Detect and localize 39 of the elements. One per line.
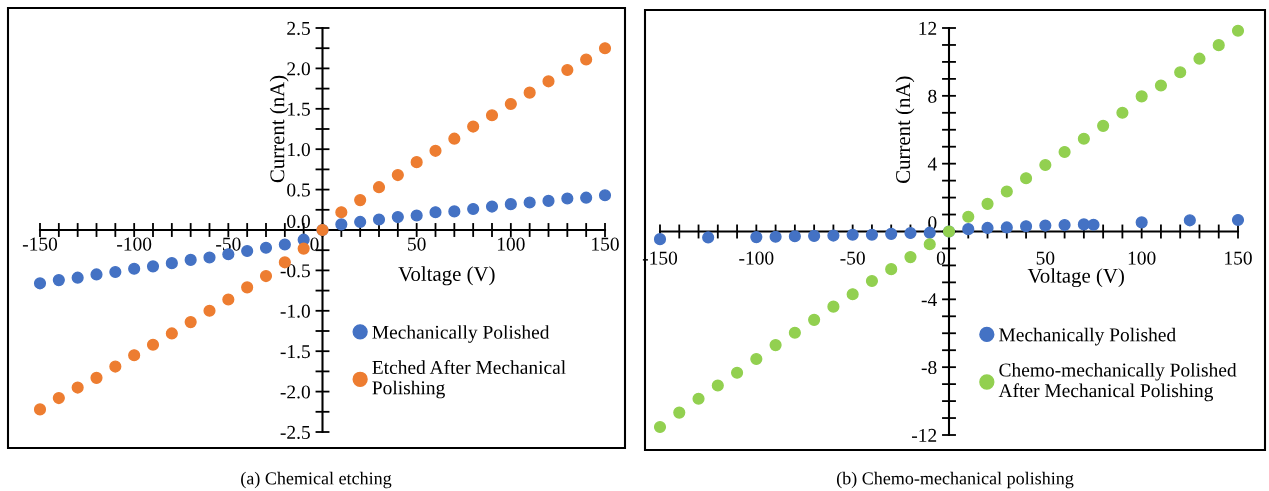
legend-label: Etched After Mechanical Polishing	[372, 360, 566, 399]
y-axis-title: Current (nA)	[895, 76, 915, 183]
y-tick-label: -8	[921, 360, 937, 375]
text: (b) Chemo-mechanical polishing	[836, 471, 1074, 489]
x-tick-label: -150	[22, 237, 58, 251]
x-tick-label: 100	[497, 237, 525, 251]
x-axis-title: Voltage (V)	[1027, 268, 1124, 288]
y-tick-label: -0.5	[280, 264, 310, 278]
x-tick-label: -50	[216, 237, 241, 251]
y-tick-label: 0.0	[287, 214, 310, 229]
legend-label: Mechanically Polished	[372, 325, 550, 343]
y-tick-label: 12	[919, 21, 937, 35]
legend-label: Chemo-mechanically Polished After Mechanical Polishing	[998, 362, 1237, 402]
y-tick-label: 1.0	[288, 143, 310, 157]
y-tick-label: -1.0	[280, 304, 310, 318]
y-axis-title: Current (nA)	[269, 75, 289, 183]
x-tick-label: 50	[1036, 251, 1055, 265]
y-tick-label: -2.5	[280, 425, 310, 440]
y-tick-label: 8	[928, 89, 937, 103]
x-tick-label: -100	[117, 237, 152, 251]
x-tick-label: -50	[840, 251, 865, 265]
y-tick-label: -1.5	[280, 345, 310, 359]
y-tick-label: -2.0	[280, 385, 310, 399]
x-tick-label: -100	[739, 251, 774, 265]
y-tick-label: 1.5	[288, 102, 310, 116]
x-tick-label: 150	[1225, 251, 1252, 265]
legend-label: Mechanically Polished	[999, 327, 1176, 346]
x-tick-label: 50	[408, 237, 426, 251]
y-tick-label: 4	[927, 157, 937, 171]
x-tick-label: 0	[310, 237, 319, 251]
y-tick-label: -12	[912, 428, 937, 442]
text: (a) Chemical etching	[241, 471, 392, 489]
x-tick-label: 100	[1128, 251, 1156, 265]
y-tick-label: 2.0	[287, 62, 310, 76]
y-tick-label: 0.5	[287, 183, 310, 197]
x-axis-title: Voltage (V)	[398, 266, 495, 286]
y-tick-label: -4	[921, 293, 937, 307]
x-tick-label: 150	[592, 237, 619, 251]
y-tick-label: 2.5	[287, 21, 310, 36]
